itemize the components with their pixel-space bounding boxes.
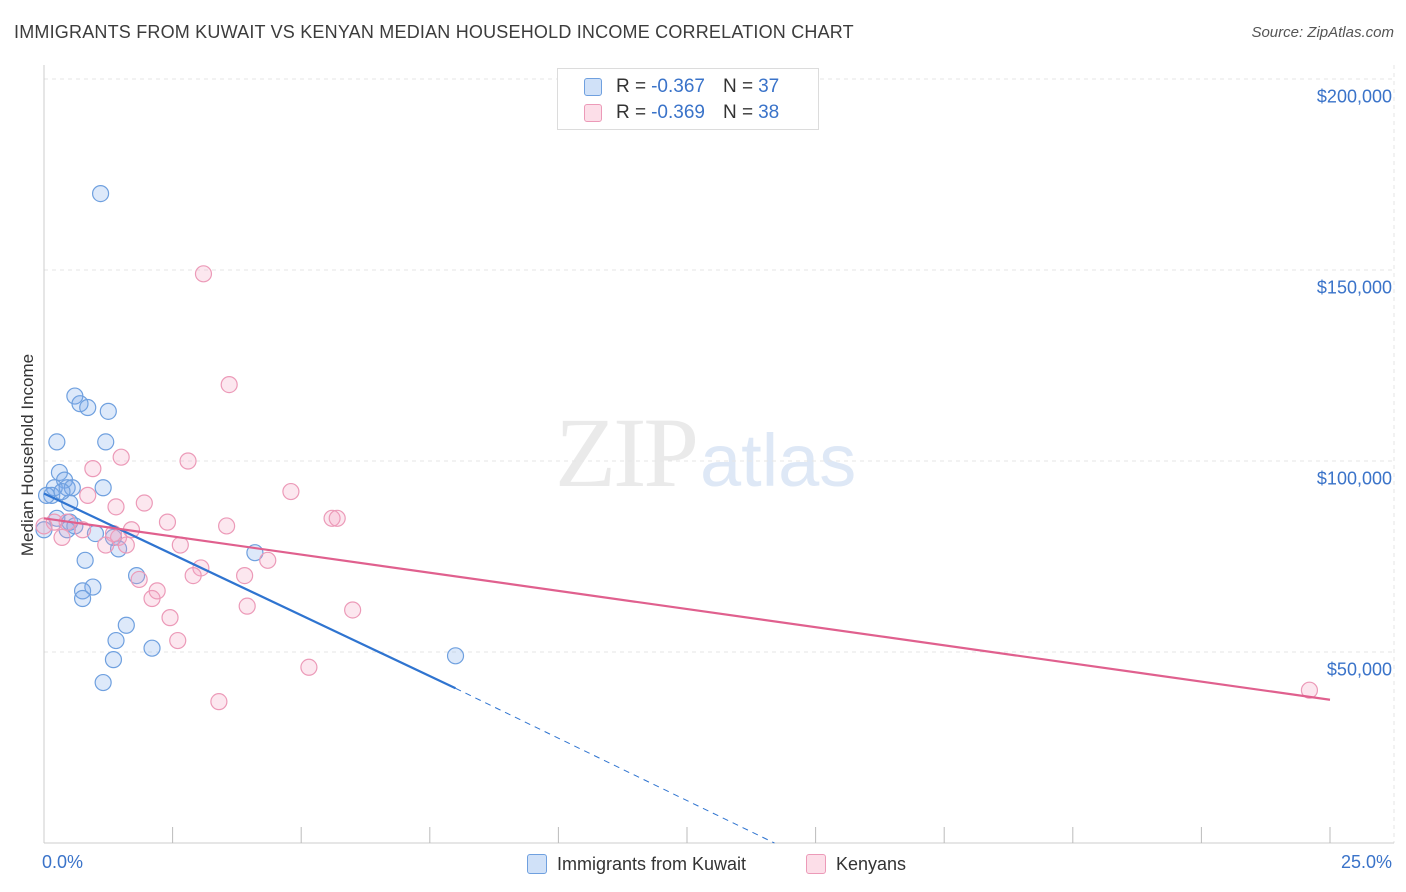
kuwait-point (91, 185, 110, 203)
legend-n-value: 38 (758, 102, 780, 123)
kenyans-point (73, 521, 92, 539)
y-tick-label: $50,000 (1326, 659, 1392, 680)
source-credit: Source: ZipAtlas.com (1251, 24, 1394, 41)
legend-r-value: -0.369 (651, 102, 705, 123)
kuwait-point (94, 673, 112, 692)
kenyans-point (130, 570, 148, 589)
kenyans-point (300, 658, 318, 676)
kenyans-point (169, 631, 187, 650)
legend-r-value: -0.367 (651, 76, 705, 97)
kenyans-point (344, 601, 362, 619)
chart-title: IMMIGRANTS FROM KUWAIT VS KENYAN MEDIAN … (14, 22, 854, 42)
kenyans-point (107, 498, 125, 516)
kuwait-point (73, 589, 92, 608)
x-tick-label: 25.0% (1340, 852, 1392, 872)
x-tick-label: 0.0% (42, 852, 84, 872)
legend-swatch-pink (584, 104, 602, 122)
kenyans-point (143, 589, 161, 608)
y-axis-label: Median Household Income (18, 353, 37, 557)
legend-row-kuwait: R = -0.367 N = 37 (584, 75, 779, 99)
kuwait-point (63, 479, 81, 497)
bottom-legend-label: Immigrants from Kuwait (557, 853, 747, 874)
kenyans-point (158, 513, 177, 531)
kenyans-point (53, 528, 71, 547)
stats-legend: R = -0.367 N = 37 R = -0.369 N = 38 (557, 68, 819, 130)
y-tick-label: $200,000 (1316, 86, 1392, 107)
legend-r-label: R = (616, 102, 647, 123)
kenyans-point (184, 566, 202, 585)
kuwait-point (446, 647, 465, 665)
kenyans-point (218, 517, 236, 535)
kuwait-point (97, 433, 115, 451)
kuwait-point (143, 639, 161, 657)
kenyans-point (161, 609, 179, 627)
legend-n-value: 37 (758, 76, 780, 97)
legend-swatch-blue (584, 78, 602, 96)
bottom-legend-swatch-pink (806, 854, 826, 874)
legend-r-label: R = (616, 76, 647, 97)
kuwait-point (117, 616, 135, 634)
kenyans-point (282, 482, 300, 501)
kenyans-point (328, 509, 346, 527)
kenyans-point (171, 536, 189, 554)
kenyans-point (259, 551, 277, 569)
legend-n-label: N = (722, 102, 754, 123)
legend-n-label: N = (722, 76, 754, 97)
bottom-legend-swatch-blue (527, 854, 547, 874)
y-tick-label: $150,000 (1316, 277, 1392, 298)
kenyans-point (238, 597, 256, 615)
bottom-legend-kenyans: Kenyans (806, 852, 906, 876)
kenyans-point (1300, 681, 1319, 699)
kuwait-point (107, 631, 125, 650)
kenyans-point (236, 566, 254, 585)
kenyans-point (135, 494, 153, 512)
kuwait-trend-line (43, 492, 456, 690)
kenyans-point (210, 693, 228, 711)
kuwait-trend-extension (455, 687, 775, 844)
kuwait-point (48, 433, 66, 451)
kenyans-trend-line (43, 517, 1331, 701)
kenyans-point (179, 452, 197, 470)
bottom-legend-label: Kenyans (836, 853, 907, 874)
kuwait-point (79, 398, 97, 417)
kenyans-point (84, 460, 102, 478)
legend-row-kenyans: R = -0.369 N = 38 (584, 101, 779, 125)
kenyans-point (220, 376, 238, 394)
kenyans-point (112, 448, 130, 466)
kenyans-point (79, 486, 97, 504)
kuwait-point (94, 479, 112, 497)
kuwait-point (104, 651, 123, 669)
kenyans-point (323, 509, 341, 527)
kenyans-point (117, 536, 135, 554)
kuwait-point (76, 551, 94, 569)
kuwait-point (71, 395, 89, 413)
kuwait-point (53, 482, 71, 501)
kenyans-point (35, 517, 53, 535)
y-tick-label: $100,000 (1316, 468, 1392, 489)
kuwait-point (84, 578, 102, 596)
kenyans-point (194, 265, 213, 283)
kuwait-point (99, 402, 117, 420)
bottom-legend-kuwait: Immigrants from Kuwait (527, 852, 746, 876)
